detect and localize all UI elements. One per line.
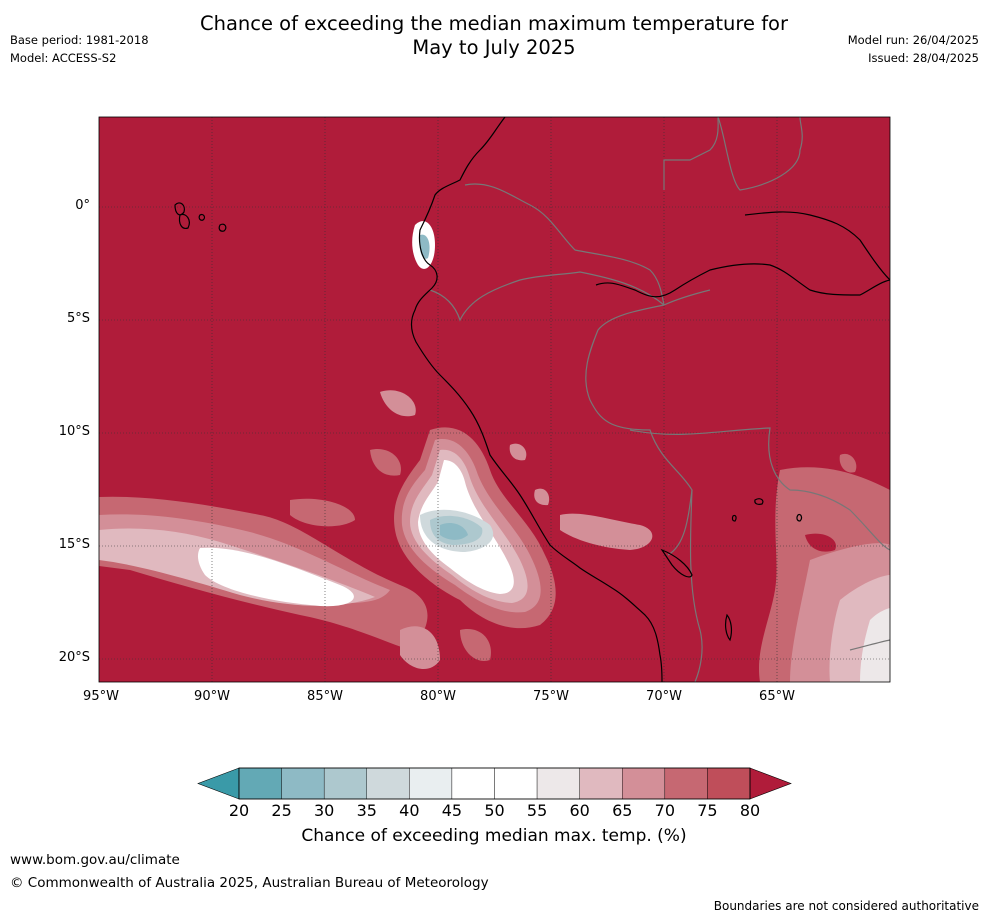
colorbar-swatch-50 [494,767,538,800]
colorbar-tick-60: 60 [569,801,590,820]
disclaimer: Boundaries are not considered authoritat… [713,899,979,913]
model-run: Model run: 26/04/2025 [847,33,979,47]
colorbar-tick-30: 30 [313,801,335,820]
colorbar-tick-70: 70 [654,801,675,820]
colorbar-tick-40: 40 [399,801,420,820]
title-line-2: May to July 2025 [412,36,576,59]
copyright: © Commonwealth of Australia 2025, Austra… [10,875,489,891]
colorbar-swatch-70 [664,767,708,800]
colorbar-swatch-65 [622,767,666,800]
lat-label-5s: 5°S [66,311,90,326]
lon-label-80w: 80°W [420,689,456,704]
issued-date: Issued: 28/04/2025 [868,51,979,65]
colorbar-swatch-40 [409,767,453,800]
colorbar-tick-35: 35 [356,801,377,820]
colorbar-tick-20: 20 [228,801,250,820]
graticule [99,117,890,682]
colorbar-swatch-60 [579,767,623,800]
chart-title: Chance of exceeding the median maximum t… [0,12,988,60]
title-line-1: Chance of exceeding the median maximum t… [199,12,789,35]
colorbar-label: Chance of exceeding median max. temp. (%… [301,826,687,846]
colorbar [197,767,792,800]
colorbar-swatch-20 [238,767,282,800]
lat-label-15s: 15°S [58,537,90,552]
lon-label-95w: 95°W [83,689,119,704]
meta-left: Base period: 1981-2018 Model: ACCESS-S2 [10,31,149,67]
colorbar-tick-80: 80 [739,801,761,820]
colorbar-tick-25: 25 [271,801,292,820]
colorbar-swatch-35 [366,767,410,800]
country-borders [429,117,890,682]
lon-label-70w: 70°W [646,689,682,704]
colorbar-swatch-25 [281,767,325,800]
lon-label-65w: 65°W [759,689,795,704]
forecast-map [98,116,891,683]
lon-label-75w: 75°W [533,689,569,704]
colorbar-swatch-75 [707,767,751,800]
colorbar-outline [238,767,751,800]
meta-right: Model run: 26/04/2025 Issued: 28/04/2025 [848,31,979,67]
lon-label-90w: 90°W [194,689,230,704]
colorbar-tick-65: 65 [612,801,633,820]
website-url: www.bom.gov.au/climate [10,852,180,868]
colorbar-tick-75: 75 [697,801,718,820]
colorbar-swatch-30 [323,767,367,800]
colorbar-tick-45: 45 [441,801,463,820]
lon-label-85w: 85°W [307,689,343,704]
colorbar-tick-55: 55 [526,801,548,820]
model-name: Model: ACCESS-S2 [10,51,117,65]
colorbar-over-arrow [749,767,792,800]
colorbar-swatch-55 [536,767,580,800]
base-period: Base period: 1981-2018 [10,33,149,47]
probability-contours [99,221,890,682]
colorbar-tick-50: 50 [484,801,505,820]
lat-label-10s: 10°S [58,424,90,439]
colorbar-swatch-45 [451,767,495,800]
colorbar-under-arrow [197,767,240,800]
coastline [174,117,890,682]
lat-label-20s: 20°S [58,650,90,665]
lat-label-0: 0° [75,198,90,213]
map-frame [98,116,891,683]
